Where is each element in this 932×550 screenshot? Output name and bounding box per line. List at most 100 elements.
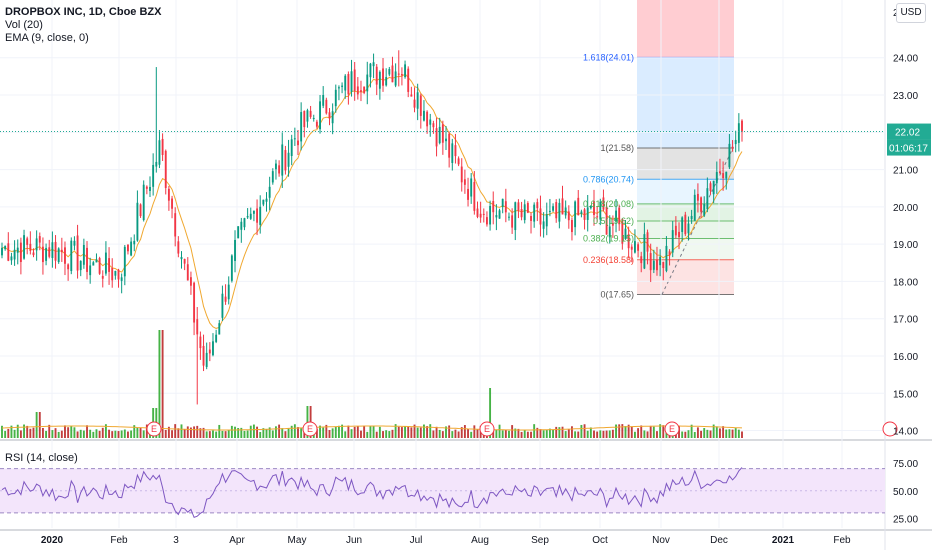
volume-bar <box>514 428 517 438</box>
candle-body <box>19 242 22 263</box>
volume-bar <box>542 430 545 438</box>
volume-bar <box>4 430 7 438</box>
earnings-circle <box>664 421 680 437</box>
volume-bar <box>404 426 407 438</box>
volume-bar <box>293 424 296 438</box>
volume-indicator-label[interactable]: Vol (20) <box>5 19 43 31</box>
candle-body <box>64 247 66 264</box>
candle-body <box>337 87 340 89</box>
candle-body <box>208 349 211 354</box>
volume-bar <box>539 429 542 438</box>
volume-bar <box>520 431 523 438</box>
candle-body <box>454 145 457 157</box>
candle-body <box>322 95 325 106</box>
earnings-marker[interactable]: E <box>479 421 495 437</box>
candle-body <box>67 264 70 270</box>
candle-body <box>463 179 466 185</box>
candle-body <box>177 241 180 254</box>
candle-body <box>413 99 416 108</box>
time-tick-label: Oct <box>592 535 608 546</box>
candle-body <box>662 262 665 269</box>
candle-body <box>234 239 236 261</box>
volume-bar <box>284 431 287 438</box>
candle-body <box>567 211 570 221</box>
candle-body <box>328 112 331 119</box>
candle-body <box>158 140 161 165</box>
candle-body <box>171 198 173 209</box>
time-tick-label: 2021 <box>772 535 795 546</box>
candle-body <box>155 161 158 167</box>
volume-bar <box>511 425 514 438</box>
currency-button[interactable]: USD <box>896 3 926 23</box>
volume-bar <box>142 430 145 438</box>
volume-bar <box>375 431 378 438</box>
earnings-marker[interactable]: E <box>664 421 680 437</box>
volume-bar <box>38 412 41 438</box>
rsi-tick-label: 75.00 <box>893 459 918 470</box>
volume-bar <box>353 426 356 438</box>
time-tick-label: Apr <box>229 535 245 546</box>
rsi-indicator-label[interactable]: RSI (14, close) <box>5 452 78 464</box>
earnings-circle-partial <box>882 421 898 437</box>
candle-body <box>611 222 614 226</box>
price-axis[interactable]: 24.0023.0022.0021.0020.0019.0018.0017.00… <box>0 8 931 438</box>
price-tick-label: 18.00 <box>893 277 918 288</box>
time-tick-label: Feb <box>833 535 851 546</box>
candle-body <box>574 201 577 228</box>
candle-body <box>293 138 296 140</box>
price-tick-label: 17.00 <box>893 315 918 326</box>
volume-bar <box>45 430 48 438</box>
candle-body <box>161 138 164 155</box>
candle-body <box>363 86 366 93</box>
volume-bar <box>275 426 277 438</box>
volume-bar <box>517 428 520 438</box>
time-tick-label: 2020 <box>41 535 64 546</box>
candle-body <box>646 232 649 252</box>
volume-bar <box>681 431 684 438</box>
earnings-letter: E <box>307 424 313 434</box>
volume-bar <box>382 431 384 438</box>
candle-body <box>378 71 381 89</box>
earnings-letter: E <box>669 424 675 434</box>
volume-bar <box>57 431 60 438</box>
candle-body <box>382 68 384 86</box>
candle-body <box>237 226 240 239</box>
time-axis[interactable]: 2020 Feb 3 Apr May Jun Jul Aug Sep Oct Nov Dec 2021 F… <box>41 535 851 546</box>
volume-bar <box>224 431 227 438</box>
volume-bar <box>656 431 658 438</box>
volume-bar <box>435 426 438 438</box>
candle-body <box>117 269 120 280</box>
candle-body <box>271 171 274 183</box>
volume-bar <box>602 430 605 438</box>
candle-body <box>70 240 73 271</box>
volume-bar <box>451 431 454 438</box>
fib-zone <box>637 57 734 148</box>
candle-body <box>224 296 227 302</box>
volume-bar <box>495 429 498 438</box>
earnings-marker[interactable]: E <box>302 421 318 437</box>
candle-body <box>725 171 728 179</box>
volume-bar <box>114 430 117 438</box>
candle-body <box>243 218 246 228</box>
candle-body <box>183 258 186 264</box>
candle-body <box>737 123 740 143</box>
ema-indicator-label[interactable]: EMA (9, close, 0) <box>5 32 89 44</box>
candle-body <box>571 220 573 233</box>
candle-body <box>586 207 589 220</box>
symbol-title[interactable]: DROPBOX INC, 1D, Cboe BZX <box>5 6 162 18</box>
rsi-line <box>1 467 743 519</box>
volume-bar <box>29 428 32 438</box>
rsi-pane: 75.00 50.00 25.00 <box>0 459 918 525</box>
candle-body <box>479 213 482 218</box>
candle-body <box>659 256 662 266</box>
candle-body <box>410 94 413 97</box>
volume-bar <box>297 427 299 438</box>
candle-body <box>73 240 76 246</box>
last-price-badge <box>887 123 931 140</box>
candle-body <box>199 336 202 349</box>
volume-bar <box>605 430 608 438</box>
earnings-marker[interactable]: E <box>146 421 162 437</box>
volume-bar <box>331 428 334 438</box>
